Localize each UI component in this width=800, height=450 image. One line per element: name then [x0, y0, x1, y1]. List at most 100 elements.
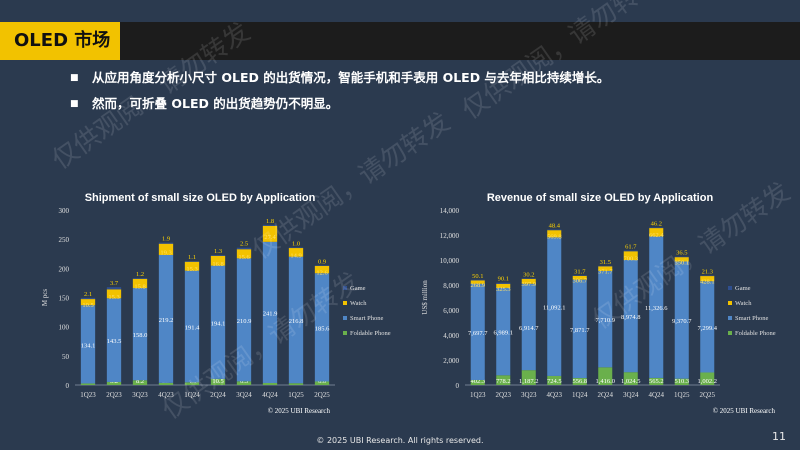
- bar-segment: [106, 289, 122, 299]
- bar-segment: [623, 260, 638, 373]
- legend-label: Watch: [735, 300, 752, 307]
- data-label: 428.1: [700, 279, 715, 286]
- data-label: 36.5: [676, 250, 687, 257]
- bar-segment: [158, 242, 174, 244]
- data-label: 46.2: [651, 220, 662, 227]
- bar-segment: [262, 225, 278, 242]
- y-tick-label: 0: [456, 382, 460, 390]
- data-label: 31.7: [574, 268, 586, 275]
- bar-segment: [262, 382, 278, 385]
- bar-segment: [496, 283, 511, 288]
- bar-segment: [132, 380, 148, 385]
- x-tick-label: 3Q23: [132, 391, 148, 399]
- data-label: 1,416.0: [596, 378, 616, 385]
- bar-segment: [236, 247, 252, 250]
- bar-segment: [210, 265, 226, 379]
- data-label: 1,002.2: [698, 378, 718, 385]
- chart-title: Shipment of small size OLED by Applicati…: [85, 192, 316, 204]
- y-tick-label: 300: [59, 207, 70, 215]
- bar-segment: [496, 375, 511, 385]
- page-number: 11: [772, 430, 786, 443]
- x-tick-label: 1Q24: [572, 391, 588, 399]
- data-label: 1.2: [136, 271, 144, 278]
- data-label: 6,989.1: [494, 330, 514, 337]
- data-label: 3.7: [110, 280, 119, 287]
- bar-segment: [210, 378, 226, 385]
- data-label: 194.1: [211, 320, 226, 327]
- bar-segment: [288, 256, 304, 384]
- legend-label: Foldable Phone: [350, 330, 391, 337]
- header-bar: OLED 市场: [0, 22, 800, 60]
- bar-segment: [547, 230, 562, 238]
- data-label: 158.0: [133, 332, 148, 339]
- y-tick-label: 0: [66, 382, 70, 390]
- data-label: 510.3: [674, 378, 689, 385]
- bar-segment: [572, 279, 587, 379]
- bar-segment: [521, 283, 536, 371]
- data-label: 325.3: [496, 286, 511, 293]
- data-label: 8.2: [136, 378, 144, 385]
- x-tick-label: 1Q25: [288, 391, 304, 399]
- y-axis-label: US$ million: [421, 280, 429, 315]
- chart-source: © 2025 UBI Research: [268, 407, 331, 415]
- data-label: 6.3: [240, 378, 248, 385]
- data-label: 12.6: [316, 270, 328, 277]
- data-label: 219.2: [159, 317, 174, 324]
- data-label: 15.8: [134, 283, 145, 290]
- data-label: 1.3: [214, 248, 222, 255]
- y-tick-label: 12,000: [440, 232, 460, 240]
- data-label: 216.8: [289, 318, 304, 325]
- data-label: 48.4: [549, 223, 561, 230]
- bar-segment: [496, 287, 511, 376]
- chart-svg: Shipment of small size OLED by Applicati…: [41, 192, 391, 415]
- y-tick-label: 50: [62, 353, 70, 361]
- bar-segment: [210, 255, 226, 266]
- y-tick-label: 10,000: [440, 257, 460, 265]
- data-label: 1.0: [292, 240, 300, 247]
- bar-segment: [106, 287, 122, 290]
- top-bar: [0, 0, 800, 14]
- data-label: 6,914.7: [519, 325, 539, 332]
- bar-segment: [572, 275, 587, 276]
- y-tick-label: 4,000: [443, 332, 459, 340]
- bar-segment: [158, 254, 174, 383]
- data-label: 0.9: [318, 258, 326, 265]
- x-tick-label: 2Q24: [597, 391, 613, 399]
- data-label: 662.4: [649, 232, 664, 239]
- x-tick-label: 3Q24: [236, 391, 252, 399]
- page-title: OLED 市场: [0, 22, 120, 60]
- data-label: 1.9: [162, 236, 170, 243]
- bar-segment: [262, 241, 278, 383]
- bar-segment: [674, 378, 689, 385]
- bar-segment: [470, 283, 485, 380]
- bar-segment: [572, 378, 587, 385]
- x-tick-label: 2Q25: [314, 391, 330, 399]
- bar-segment: [674, 256, 689, 258]
- bar-segment: [314, 265, 330, 274]
- data-label: 10.5: [212, 378, 223, 385]
- data-label: 31.5: [600, 259, 611, 266]
- x-tick-label: 3Q23: [521, 391, 537, 399]
- legend-swatch: [343, 286, 347, 290]
- bar-segment: [649, 236, 664, 378]
- copyright-footer: © 2025 UBI Research. All rights reserved…: [316, 436, 484, 445]
- data-label: 14.9: [290, 252, 301, 259]
- bar-segment: [288, 248, 304, 257]
- bar-segment: [106, 298, 122, 382]
- legend-swatch: [728, 301, 732, 305]
- data-label: 19.3: [160, 249, 171, 256]
- bar-segment: [598, 265, 613, 267]
- data-label: 241.9: [263, 310, 278, 317]
- bar-segment: [184, 261, 200, 262]
- data-label: 27.4: [264, 234, 276, 241]
- x-tick-label: 2Q23: [106, 391, 122, 399]
- data-label: 565.2: [649, 378, 664, 385]
- bar-segment: [623, 251, 638, 261]
- bar-segment: [598, 367, 613, 385]
- bar-segment: [598, 266, 613, 271]
- data-label: 402.3: [470, 378, 485, 385]
- legend-swatch: [343, 331, 347, 335]
- bar-segment: [623, 372, 638, 385]
- data-label: 7,299.4: [698, 325, 718, 332]
- data-label: 306.7: [572, 278, 587, 285]
